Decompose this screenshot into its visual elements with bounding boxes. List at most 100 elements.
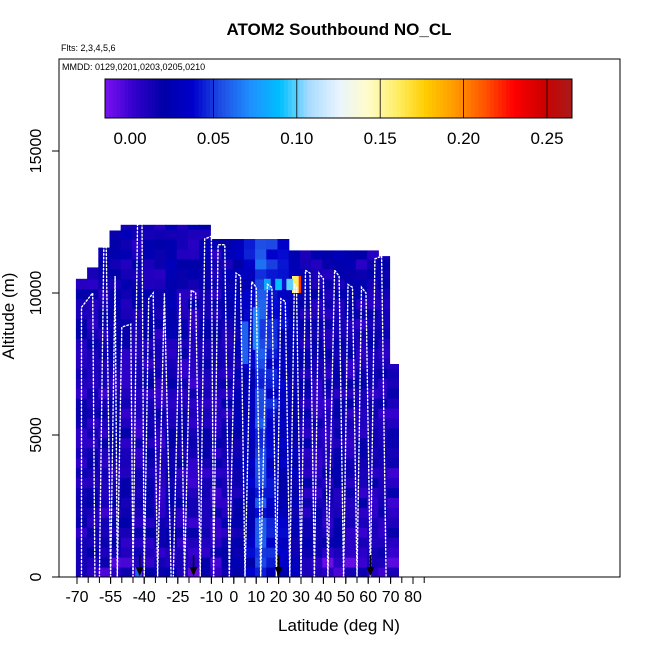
heatmap-cell — [210, 298, 223, 310]
heatmap-cell — [232, 378, 245, 389]
heatmap-cell — [277, 268, 290, 280]
highlight-cell — [275, 278, 282, 291]
heatmap-cell — [199, 338, 211, 349]
heatmap-cell — [355, 537, 368, 548]
heatmap-cell — [378, 497, 391, 508]
colorbar-segment — [256, 79, 262, 118]
heatmap-cell — [333, 258, 346, 270]
heatmap-cell — [154, 507, 167, 518]
heatmap-cell — [120, 507, 133, 518]
heatmap-cell — [243, 388, 256, 399]
colorbar-segment — [210, 79, 215, 118]
heatmap-cell — [232, 467, 245, 479]
heatmap-cell — [221, 318, 234, 330]
flight-track — [80, 291, 96, 577]
heatmap-cell — [266, 557, 279, 568]
heatmap-cell — [277, 507, 290, 518]
heatmap-cell — [322, 250, 335, 260]
heatmap-cell — [266, 537, 279, 548]
heatmap-cell — [143, 348, 155, 359]
heatmap-cell — [131, 418, 144, 429]
heatmap-cell — [266, 398, 279, 409]
heatmap-cell — [355, 507, 368, 518]
heatmap-cell — [165, 368, 178, 379]
heatmap-cell — [187, 497, 200, 508]
heatmap-cell — [176, 239, 189, 250]
heatmap-cell — [98, 477, 111, 489]
colorbar-segment — [560, 79, 565, 118]
heatmap-cell — [344, 467, 357, 479]
heatmap-cell — [165, 398, 178, 409]
heatmap-cell — [288, 557, 301, 568]
colorbar-segment — [482, 79, 487, 118]
heatmap-cell — [255, 338, 267, 349]
heatmap-cell — [176, 249, 189, 260]
heatmap-cell — [232, 427, 245, 439]
heatmap-cell — [288, 268, 301, 280]
y-axis: 0 5000 10000 15000 — [28, 129, 59, 581]
heatmap-cell — [311, 288, 323, 300]
heatmap-cell — [154, 298, 167, 310]
heatmap-cell — [176, 527, 189, 538]
heatmap-cell — [143, 224, 155, 230]
heatmap-cell — [131, 437, 144, 449]
heatmap-cell — [165, 388, 178, 399]
heatmap-cell — [311, 338, 323, 349]
heatmap-cell — [232, 537, 245, 548]
heatmap-cell — [277, 348, 290, 359]
heatmap-cell — [165, 328, 178, 339]
heatmap-cell — [120, 567, 133, 577]
heatmap-cell — [387, 507, 399, 518]
heatmap-cell — [154, 408, 167, 419]
heatmap-cell — [143, 288, 155, 300]
heatmap-cell — [378, 427, 391, 439]
colorbar-segment — [494, 79, 499, 118]
heatmap-cell — [266, 278, 279, 290]
heatmap-cell — [243, 427, 256, 439]
heatmap-cell — [154, 497, 167, 508]
heatmap-cell — [355, 497, 368, 508]
heatmap-cell — [165, 527, 178, 538]
heatmap-cell — [344, 447, 357, 459]
heatmap-cell — [288, 427, 301, 439]
heatmap-cell — [143, 418, 155, 429]
heatmap-cell — [120, 338, 133, 349]
heatmap-cell — [344, 338, 357, 349]
heatmap-cell — [98, 467, 111, 479]
heatmap-cell — [120, 224, 133, 230]
colorbar-segment — [163, 79, 168, 118]
heatmap-cell — [176, 348, 189, 359]
heatmap-cell — [120, 497, 133, 508]
heatmap-cell — [243, 477, 256, 489]
heatmap-cell — [255, 457, 267, 469]
colorbar-tick-label: 0.15 — [364, 129, 397, 148]
heatmap-cell — [311, 527, 323, 538]
heatmap-cell — [355, 278, 368, 290]
heatmap-cell — [378, 557, 391, 568]
heatmap-cell — [109, 517, 122, 528]
heatmap-cell — [131, 338, 144, 349]
heatmap-cell — [199, 258, 211, 270]
heatmap-cell — [109, 497, 122, 508]
colorbar-segment — [474, 79, 480, 118]
heatmap-cell — [75, 388, 88, 399]
heatmap-cell — [243, 527, 256, 538]
colorbar-segment — [490, 79, 495, 118]
heatmap-cell — [266, 487, 279, 498]
flight-track — [228, 271, 246, 577]
heatmap-cell — [299, 487, 312, 498]
heatmap-cell — [221, 308, 234, 320]
heatmap-cell — [131, 408, 144, 419]
heatmap-cell — [255, 239, 267, 250]
flight-track — [342, 283, 358, 577]
heatmap-cell — [87, 517, 99, 528]
heatmap-cell — [120, 348, 133, 359]
heatmap-cell — [299, 537, 312, 548]
heatmap-cell — [322, 388, 335, 399]
heatmap-cell — [154, 358, 167, 369]
heatmap-cell — [165, 348, 178, 359]
heatmap-cell — [232, 487, 245, 498]
heatmap-cell — [322, 258, 335, 270]
heatmap-cell — [165, 229, 178, 240]
heatmap-cell — [98, 487, 111, 498]
